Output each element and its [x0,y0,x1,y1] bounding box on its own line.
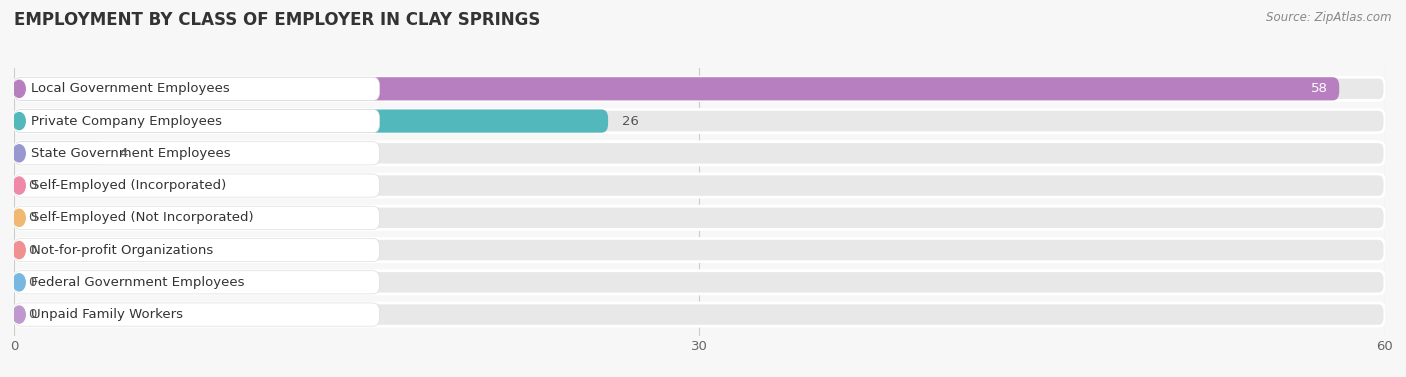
FancyBboxPatch shape [14,142,105,165]
FancyBboxPatch shape [14,174,1385,197]
Text: 58: 58 [1310,82,1327,95]
Circle shape [13,242,25,259]
FancyBboxPatch shape [14,109,609,133]
Text: State Government Employees: State Government Employees [31,147,231,160]
FancyBboxPatch shape [14,77,1340,100]
Circle shape [13,306,25,323]
Text: EMPLOYMENT BY CLASS OF EMPLOYER IN CLAY SPRINGS: EMPLOYMENT BY CLASS OF EMPLOYER IN CLAY … [14,11,540,29]
FancyBboxPatch shape [14,239,1385,262]
FancyBboxPatch shape [14,109,380,133]
Text: Federal Government Employees: Federal Government Employees [31,276,245,289]
FancyBboxPatch shape [14,109,1385,133]
FancyBboxPatch shape [14,77,1385,100]
Text: 0: 0 [28,211,37,224]
FancyBboxPatch shape [14,303,380,326]
Text: Source: ZipAtlas.com: Source: ZipAtlas.com [1267,11,1392,24]
Text: 0: 0 [28,244,37,257]
Circle shape [13,112,25,130]
Text: Not-for-profit Organizations: Not-for-profit Organizations [31,244,214,257]
Text: 4: 4 [120,147,128,160]
Text: 26: 26 [621,115,638,127]
Text: Local Government Employees: Local Government Employees [31,82,231,95]
Text: Private Company Employees: Private Company Employees [31,115,222,127]
Circle shape [13,274,25,291]
FancyBboxPatch shape [14,142,1385,165]
Text: Self-Employed (Not Incorporated): Self-Employed (Not Incorporated) [31,211,253,224]
FancyBboxPatch shape [14,206,380,230]
FancyBboxPatch shape [14,303,1385,326]
Circle shape [13,80,25,97]
FancyBboxPatch shape [14,271,1385,294]
Text: Self-Employed (Incorporated): Self-Employed (Incorporated) [31,179,226,192]
Text: Unpaid Family Workers: Unpaid Family Workers [31,308,183,321]
FancyBboxPatch shape [14,77,380,100]
FancyBboxPatch shape [14,239,380,262]
FancyBboxPatch shape [14,271,380,294]
Text: 0: 0 [28,276,37,289]
FancyBboxPatch shape [14,142,380,165]
Text: 0: 0 [28,179,37,192]
FancyBboxPatch shape [14,206,1385,230]
Text: 0: 0 [28,308,37,321]
FancyBboxPatch shape [14,174,380,197]
Circle shape [13,145,25,162]
Circle shape [13,209,25,227]
Circle shape [13,177,25,194]
